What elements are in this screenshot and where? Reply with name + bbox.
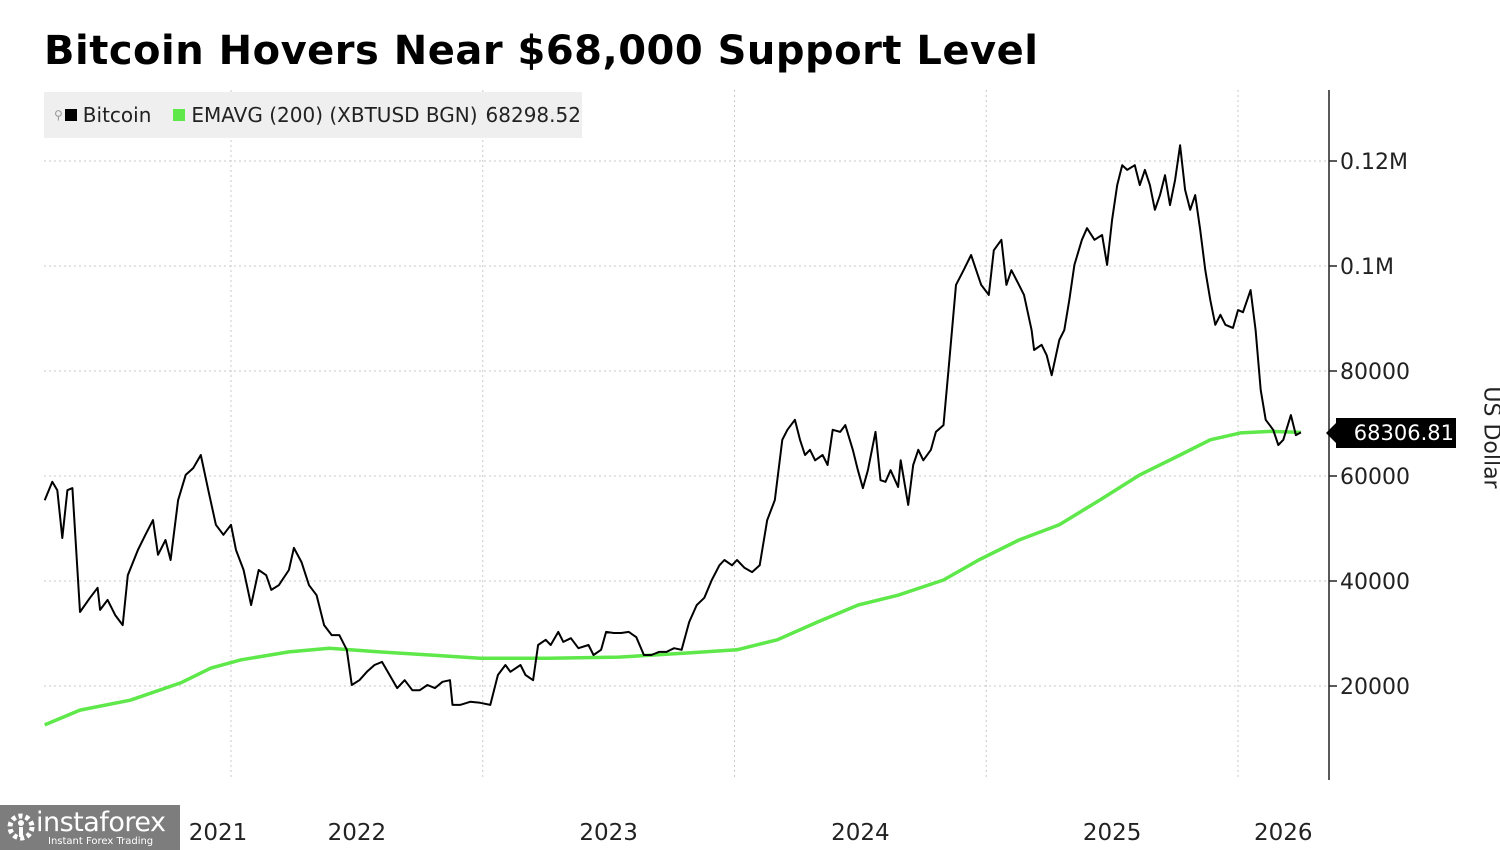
gridlines — [44, 90, 1329, 780]
gear-icon — [7, 813, 35, 841]
y-tick-label: 40000 — [1340, 570, 1410, 595]
y-tick-label: 0.12M — [1340, 150, 1408, 175]
x-tick-label: 2023 — [579, 820, 638, 846]
legend: ⚲ Bitcoin EMAVG (200) (XBTUSD BGN) 68298… — [44, 92, 582, 138]
x-tick-label: 2024 — [831, 820, 890, 846]
legend-swatch-ema — [173, 109, 186, 121]
last-price-tag: 68306.81 — [1326, 418, 1456, 448]
instaforex-watermark-logo: instaforex Instant Forex Trading — [0, 805, 180, 850]
x-tick-label: 2026 — [1254, 820, 1313, 846]
chart-title: Bitcoin Hovers Near $68,000 Support Leve… — [44, 28, 1039, 74]
legend-label-ema: EMAVG (200) (XBTUSD BGN) — [191, 103, 478, 127]
series-lines — [43, 144, 1302, 727]
y-axis-label: US Dollar — [1478, 386, 1500, 489]
x-axis-labels: 2021 2022 2023 2024 2025 2026 — [189, 820, 1313, 846]
y-tick-label: 60000 — [1340, 465, 1410, 490]
legend-value-ema: 68298.52 — [485, 103, 581, 127]
y-tick-label: 20000 — [1340, 675, 1410, 700]
logo-name: instaforex — [36, 807, 166, 838]
y-tick-label: 0.1M — [1340, 255, 1394, 280]
legend-handle-icon: ⚲ — [54, 108, 63, 122]
x-tick-label: 2021 — [189, 820, 248, 846]
x-tick-label: 2025 — [1083, 820, 1142, 846]
y-tick-label: 80000 — [1340, 360, 1410, 385]
legend-swatch-bitcoin — [64, 109, 77, 121]
legend-label-bitcoin: Bitcoin — [82, 103, 152, 127]
ema-200-line — [44, 429, 1301, 727]
y-axis: 20000 40000 60000 80000 0.1M 0.12M — [1328, 90, 1410, 780]
x-tick-label: 2022 — [328, 820, 387, 846]
bitcoin-price-line — [43, 144, 1302, 706]
logo-tagline: Instant Forex Trading — [48, 836, 154, 847]
